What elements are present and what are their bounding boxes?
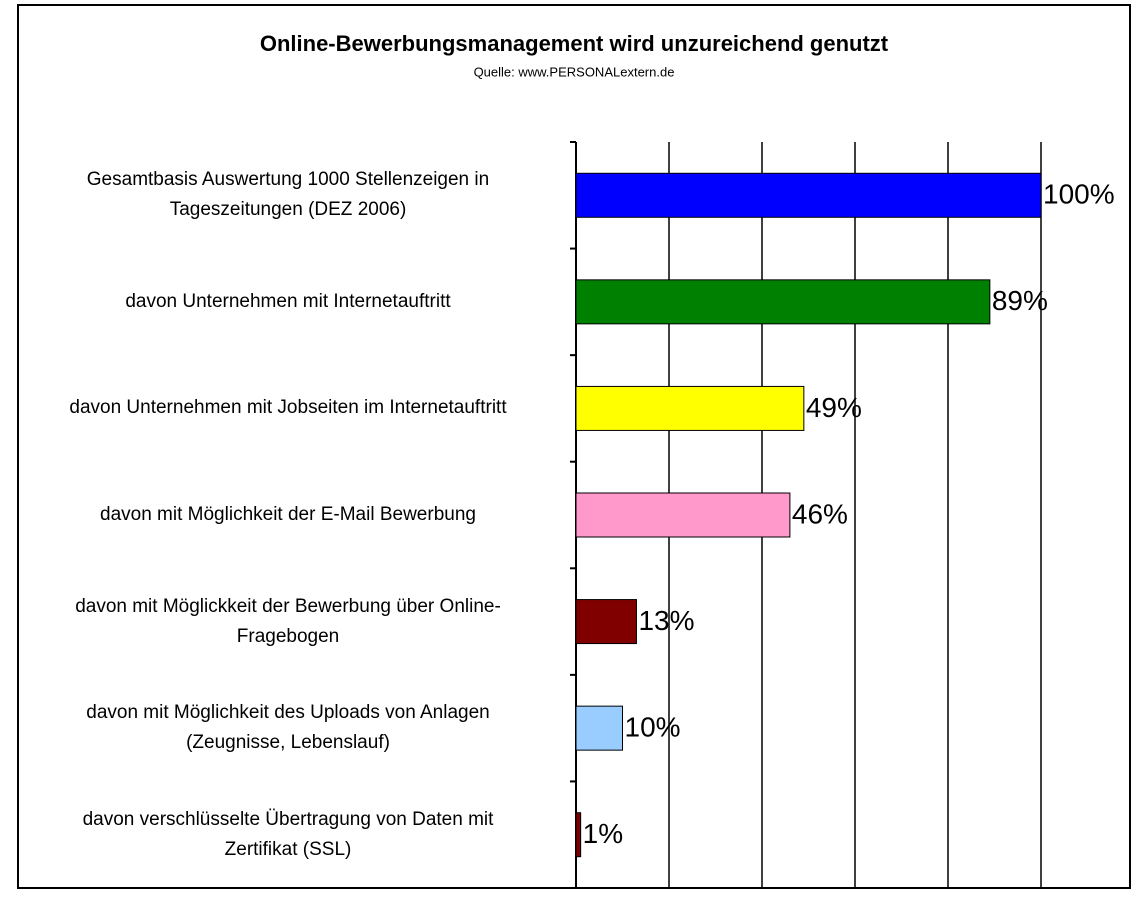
chart-title: Online-Bewerbungsmanagement wird unzurei… xyxy=(260,31,889,56)
value-label: 49% xyxy=(806,392,862,423)
bar xyxy=(575,385,805,431)
value-label: 1% xyxy=(583,818,623,849)
value-label: 100% xyxy=(1043,179,1115,210)
category-label: davon mit Möglichkeit des Uploads von An… xyxy=(86,702,490,754)
bar xyxy=(575,279,991,325)
category-label: davon verschlüsselte Übertragung von Dat… xyxy=(82,808,494,860)
category-label: davon Unternehmen mit Internetauftritt xyxy=(125,290,451,312)
bar xyxy=(575,812,582,858)
bar xyxy=(575,172,1042,218)
value-label: 10% xyxy=(625,712,681,743)
value-label: 89% xyxy=(992,285,1048,316)
category-label: davon Unternehmen mit Jobseiten im Inter… xyxy=(69,397,507,419)
value-label: 46% xyxy=(792,498,848,529)
chart-subtitle: Quelle: www.PERSONALextern.de xyxy=(474,64,675,79)
bar xyxy=(575,705,623,751)
bar xyxy=(575,599,637,645)
value-label: 13% xyxy=(638,605,694,636)
bar xyxy=(575,492,791,538)
category-label: davon mit Möglichkeit der E-Mail Bewerbu… xyxy=(100,504,476,525)
category-label: davon mit Möglickkeit der Bewerbung über… xyxy=(75,595,501,647)
category-label: Gesamtbasis Auswertung 1000 Stellenzeige… xyxy=(86,169,490,221)
